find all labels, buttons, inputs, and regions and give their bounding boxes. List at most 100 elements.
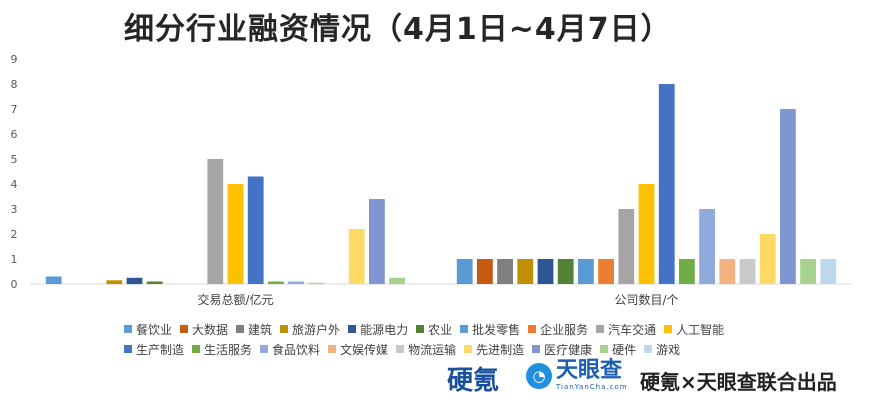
legend-item: 先进制造: [464, 340, 524, 358]
tianyancha-logo-url: TianYanCha.com: [556, 383, 628, 391]
y-tick-label: 6: [11, 128, 18, 141]
chart-title: 细分行业融资情况（4月1日~4月7日）: [124, 12, 672, 47]
x-category-label: 公司数目/个: [614, 292, 678, 307]
legend-swatch: [348, 325, 357, 333]
legend-swatch: [396, 345, 405, 353]
legend-item: 企业服务: [528, 320, 588, 338]
bar-医疗健康: [369, 199, 385, 284]
legend-item: 文娱传媒: [328, 340, 388, 358]
bar-生活服务: [268, 281, 284, 284]
legend-item: 旅游户外: [280, 320, 340, 338]
legend-label: 汽车交通: [608, 322, 657, 337]
legend-item: 农业: [416, 320, 452, 338]
bar-生产制造: [247, 176, 264, 284]
bar-文娱传媒: [719, 259, 736, 284]
legend-label: 生产制造: [136, 342, 185, 357]
bar-农业: [557, 259, 574, 284]
bar-旅游户外: [517, 259, 534, 284]
bar-人工智能: [638, 184, 655, 284]
legend-swatch: [460, 325, 469, 333]
legend-item: 批发零售: [460, 320, 520, 338]
legend-swatch: [280, 325, 289, 333]
legend-item: 游戏: [644, 340, 680, 358]
legend-label: 建筑: [248, 322, 273, 337]
bar-建筑: [497, 259, 513, 284]
bar-农业: [146, 281, 163, 284]
bar-企业服务: [598, 259, 614, 284]
legend-swatch: [596, 325, 605, 333]
y-tick-label: 9: [11, 53, 18, 66]
bar-旅游户外: [106, 280, 123, 285]
legend-swatch: [192, 345, 201, 353]
x-category-label: 交易总额/亿元: [197, 292, 273, 307]
legend-item: 餐饮业: [124, 320, 172, 338]
bar-生产制造: [658, 84, 675, 284]
tianyancha-logo-text: 天眼查: [556, 358, 623, 383]
legend-swatch: [416, 325, 425, 333]
legend-swatch: [600, 345, 609, 353]
brand-logo-yingke: 硬氪: [447, 366, 500, 396]
y-tick-label: 4: [11, 178, 18, 191]
legend-item: 大数据: [180, 320, 228, 338]
legend-swatch: [644, 345, 653, 353]
y-tick-label: 1: [11, 253, 18, 266]
legend-item: 能源电力: [348, 320, 408, 338]
bar-批发零售: [578, 259, 594, 284]
legend-item: 人工智能: [664, 320, 724, 338]
bar-chart: 0 1 2 3 4 5 6 7 8 9 交易总额/亿元 公司数目/个: [11, 53, 852, 307]
legend-label: 文娱传媒: [340, 342, 389, 357]
bar-汽车交通: [618, 209, 635, 284]
legend-label: 餐饮业: [136, 322, 173, 337]
y-tick-label: 2: [11, 228, 18, 241]
legend-label: 批发零售: [472, 322, 521, 337]
legend-label: 大数据: [192, 322, 229, 337]
bar-物流运输: [739, 259, 756, 284]
legend-label: 物流运输: [408, 342, 457, 357]
legend-item: 物流运输: [396, 340, 456, 358]
bar-食品饮料: [699, 209, 715, 284]
bar-汽车交通: [207, 159, 224, 284]
legend-item: 生活服务: [192, 340, 252, 358]
y-tick-label: 7: [11, 103, 18, 116]
bar-游戏: [820, 259, 837, 284]
bar-人工智能: [227, 184, 244, 284]
legend-label: 旅游户外: [292, 322, 341, 337]
tianyancha-logo-icon: ◔: [526, 362, 552, 389]
bar-先进制造: [348, 229, 365, 284]
legend-item: 食品饮料: [260, 340, 320, 358]
legend-label: 生活服务: [204, 342, 253, 357]
legend-item: 硬件: [600, 340, 636, 358]
brand-logo-tianyancha: ◔ 天眼查 TianYanCha.com: [526, 360, 628, 391]
legend-swatch: [532, 345, 541, 353]
legend-swatch: [528, 325, 537, 333]
legend-label: 医疗健康: [544, 342, 593, 357]
bar-硬件: [800, 259, 816, 284]
footer-credit: 硬氪×天眼查联合出品: [640, 370, 837, 394]
bar-餐饮业: [456, 259, 473, 284]
legend-label: 人工智能: [676, 322, 725, 337]
legend-label: 企业服务: [540, 322, 589, 337]
legend-item: 生产制造: [124, 340, 184, 358]
legend-label: 硬件: [612, 342, 637, 357]
legend-swatch: [124, 325, 132, 333]
legend-label: 游戏: [656, 342, 681, 357]
bar-餐饮业: [45, 276, 62, 284]
bar-生活服务: [679, 259, 695, 284]
legend-swatch: [664, 325, 673, 333]
bar-食品饮料: [288, 281, 304, 284]
bar-硬件: [389, 277, 405, 285]
legend-swatch: [464, 345, 473, 353]
legend-label: 食品饮料: [272, 342, 321, 357]
legend-swatch: [328, 345, 337, 353]
legend-item: 医疗健康: [532, 340, 592, 358]
bar-大数据: [477, 259, 493, 284]
y-tick-label: 8: [11, 78, 18, 91]
bar-文娱传媒: [308, 282, 325, 285]
y-tick-label: 5: [11, 153, 18, 166]
bar-能源电力: [126, 277, 143, 285]
legend-label: 先进制造: [476, 342, 525, 357]
legend-swatch: [236, 325, 245, 333]
legend-item: 建筑: [236, 320, 272, 338]
y-tick-label: 0: [11, 278, 18, 291]
chart-legend: 餐饮业 大数据 建筑 旅游户外 能源电力 农业 批发零售 企业服务 汽车交通 人工智能生产制造 生活…: [124, 320, 764, 358]
